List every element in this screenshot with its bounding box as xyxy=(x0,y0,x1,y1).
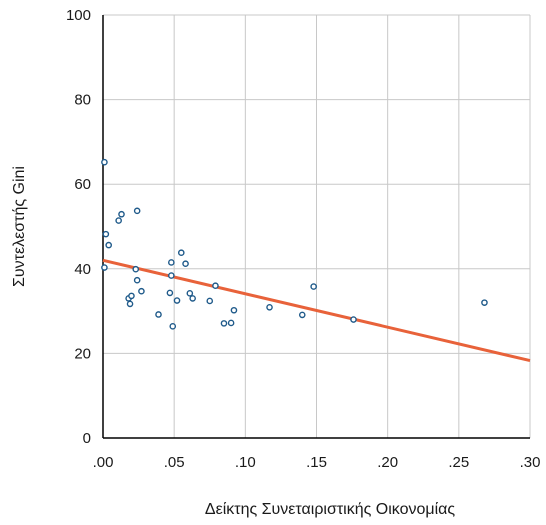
data-point xyxy=(168,259,175,266)
y-tick-label: 80 xyxy=(74,92,91,109)
data-points xyxy=(101,158,488,330)
x-tick-label: .05 xyxy=(164,454,185,471)
data-point xyxy=(212,282,219,290)
y-tick-label: 20 xyxy=(74,345,91,362)
data-point xyxy=(102,230,110,238)
data-point xyxy=(168,272,175,279)
data-point xyxy=(132,265,140,273)
x-axis-title: Δείκτης Συνεταιριστικής Οικονομίας xyxy=(205,501,456,518)
data-point xyxy=(118,210,125,218)
x-tick-label: .20 xyxy=(377,454,398,471)
data-point xyxy=(310,283,317,290)
data-point xyxy=(101,158,108,166)
data-point xyxy=(126,300,134,308)
data-point xyxy=(350,316,357,323)
data-point xyxy=(481,299,488,306)
y-tick-label: 60 xyxy=(74,176,91,193)
y-tick-label: 0 xyxy=(83,430,91,447)
data-point xyxy=(230,306,238,314)
x-tick-label: .30 xyxy=(520,454,541,471)
y-tick-label: 100 xyxy=(66,7,91,24)
y-tick-label: 40 xyxy=(74,261,91,278)
data-point xyxy=(105,241,112,249)
data-point xyxy=(227,319,235,327)
x-tick-label: .10 xyxy=(235,454,256,471)
data-point xyxy=(298,311,306,319)
data-point xyxy=(266,303,273,311)
data-point xyxy=(133,276,141,284)
data-point xyxy=(138,287,145,295)
x-tick-label: .15 xyxy=(306,454,327,471)
data-point xyxy=(173,297,181,304)
data-point xyxy=(155,311,162,318)
data-point xyxy=(182,260,189,268)
data-point xyxy=(186,290,194,297)
data-point xyxy=(177,249,185,257)
y-axis-title: Συντελεστής Gini xyxy=(11,166,28,287)
tick-labels: .00 .05 .10 .15 .20 .25 .30 0 20 40 60 80 100 xyxy=(66,7,540,471)
data-point xyxy=(220,320,228,327)
grid xyxy=(103,14,531,438)
data-point xyxy=(169,323,177,330)
x-tick-label: .25 xyxy=(448,454,469,471)
axes xyxy=(102,15,530,439)
data-point xyxy=(115,217,122,224)
data-point xyxy=(128,292,135,300)
data-point xyxy=(101,264,108,271)
x-tick-label: .00 xyxy=(93,454,114,471)
data-point xyxy=(206,297,214,305)
data-point xyxy=(133,207,141,215)
data-point xyxy=(166,289,174,297)
data-point xyxy=(189,295,196,302)
